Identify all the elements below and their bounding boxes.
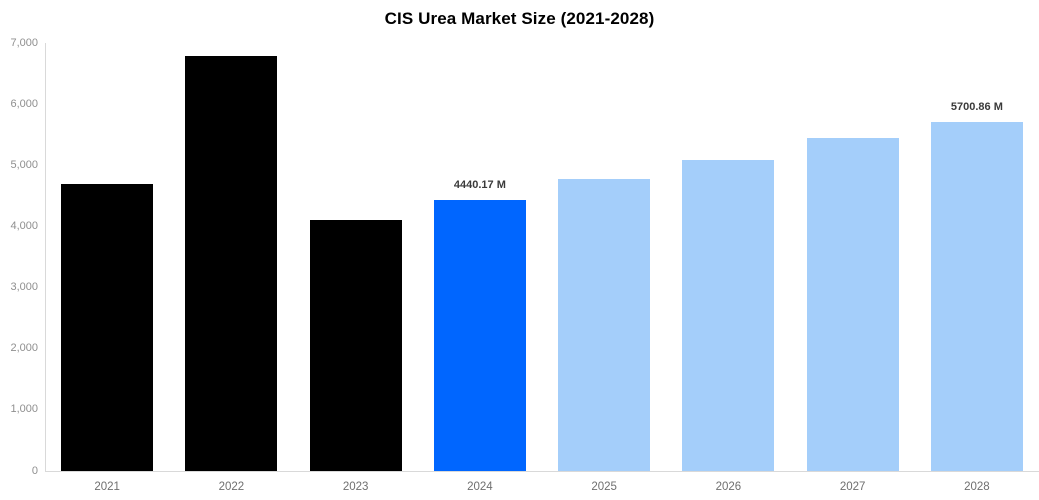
x-tick-label-2021: 2021	[94, 481, 120, 493]
bar-2026	[682, 159, 775, 471]
x-tick-label-2022: 2022	[218, 481, 245, 493]
y-axis-line	[45, 43, 46, 471]
bar-value-label-2028: 5700.86 M	[950, 101, 1003, 114]
y-tick-label: 7,000	[10, 36, 38, 49]
y-tick-label: 6,000	[10, 97, 38, 110]
bar-2023	[309, 220, 402, 471]
x-tick-label-2024: 2024	[467, 481, 493, 493]
bar-2022	[185, 55, 278, 471]
bar-2021	[61, 183, 154, 471]
x-tick-label-2026: 2026	[715, 481, 742, 493]
x-tick-label-2027: 2027	[839, 481, 866, 493]
y-tick-label: 5,000	[10, 158, 38, 171]
y-tick-label: 2,000	[10, 342, 38, 355]
x-axis-line	[45, 471, 1039, 472]
x-tick-label-2028: 2028	[964, 481, 990, 493]
chart-title: CIS Urea Market Size (2021-2028)	[384, 9, 655, 28]
bar-2024	[433, 199, 526, 471]
x-tick-label-2023: 2023	[342, 481, 369, 493]
y-tick-label: 4,000	[10, 219, 38, 232]
y-tick-label: 0	[31, 464, 38, 477]
bar-2028	[930, 122, 1023, 471]
y-tick-label: 3,000	[10, 281, 38, 294]
bar-2025	[558, 179, 651, 471]
bar-2027	[806, 137, 899, 471]
y-tick-label: 1,000	[10, 403, 38, 416]
x-tick-label-2025: 2025	[591, 481, 617, 493]
bar-value-label-2024: 4440.17 M	[453, 178, 506, 191]
